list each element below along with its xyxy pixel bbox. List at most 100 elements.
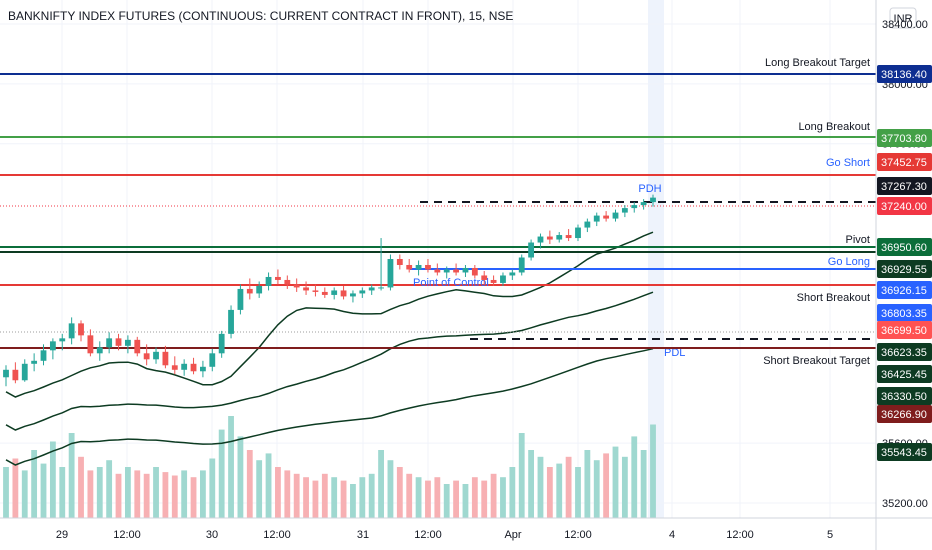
candle-body bbox=[228, 309, 234, 334]
price-tag bbox=[877, 65, 932, 83]
volume-bar bbox=[359, 477, 366, 518]
candle-body bbox=[12, 369, 19, 381]
candles bbox=[3, 194, 656, 387]
x-tick-label: 29 bbox=[56, 529, 68, 541]
price-tag bbox=[877, 405, 932, 423]
volume-bar bbox=[49, 441, 56, 518]
candle-body bbox=[415, 264, 422, 270]
candle-body bbox=[59, 338, 66, 342]
candle-body bbox=[284, 279, 291, 285]
candle-body bbox=[396, 259, 403, 265]
candle-body bbox=[565, 235, 572, 239]
price-tag bbox=[877, 238, 932, 256]
volume-bar bbox=[509, 467, 516, 518]
volume-bar bbox=[462, 484, 469, 518]
chart-title: BANKNIFTY INDEX FUTURES (CONTINUOUS: CUR… bbox=[8, 9, 513, 23]
price-tag bbox=[877, 281, 932, 299]
volume-bar bbox=[284, 470, 291, 518]
candle-body bbox=[153, 351, 159, 360]
volume-bar bbox=[312, 480, 319, 518]
candle-body bbox=[425, 264, 431, 270]
price-tag bbox=[877, 387, 932, 405]
candle-body bbox=[3, 369, 9, 378]
volume-bar bbox=[650, 424, 656, 518]
volume-bar bbox=[640, 450, 647, 518]
candle-body bbox=[650, 197, 656, 203]
price-tag-label: 36699.50 bbox=[881, 325, 927, 337]
volume-bar bbox=[228, 416, 234, 518]
volume-bar bbox=[293, 473, 300, 518]
volume-bar bbox=[106, 460, 113, 518]
volume-bar bbox=[565, 456, 572, 518]
price-tag-label: 37452.75 bbox=[881, 157, 927, 169]
volume-bar bbox=[368, 473, 375, 518]
x-tick-label: 5 bbox=[827, 529, 833, 541]
price-tag-label: 36330.50 bbox=[881, 391, 927, 403]
volume-bar bbox=[237, 436, 244, 518]
price-tag-label: 37240.00 bbox=[881, 201, 927, 213]
level-label: Pivot bbox=[846, 234, 870, 246]
candle-body bbox=[134, 339, 141, 354]
volume-bar bbox=[246, 450, 253, 518]
candle-body bbox=[209, 353, 216, 367]
candle-body bbox=[593, 215, 600, 222]
candle-body bbox=[190, 363, 197, 372]
volume-bar bbox=[425, 480, 431, 518]
price-tag bbox=[877, 443, 932, 461]
candle-body bbox=[406, 264, 413, 270]
candle-body bbox=[87, 335, 94, 354]
x-tick-label: 12:00 bbox=[113, 529, 141, 541]
volume-bar bbox=[143, 473, 150, 518]
volume-bar bbox=[406, 473, 413, 518]
price-tag bbox=[877, 153, 932, 171]
candle-body bbox=[537, 236, 544, 243]
x-tick-label: 12:00 bbox=[564, 529, 592, 541]
volume-bar bbox=[631, 436, 638, 518]
candle-body bbox=[49, 341, 56, 351]
volume-bar bbox=[171, 475, 178, 518]
price-tag bbox=[877, 177, 932, 195]
volume-bar bbox=[546, 467, 553, 518]
candle-body bbox=[78, 323, 84, 336]
candle-body bbox=[443, 269, 450, 273]
candle-body bbox=[481, 275, 488, 280]
candle-body bbox=[546, 236, 553, 240]
volume-bar bbox=[303, 477, 309, 518]
candle-body bbox=[171, 365, 178, 370]
volume-bar bbox=[396, 467, 403, 518]
price-tag bbox=[877, 304, 932, 322]
level-label: Long Breakout Target bbox=[765, 57, 870, 69]
volume-bar bbox=[162, 472, 169, 518]
price-tag bbox=[877, 343, 932, 361]
price-tag-label: 36950.60 bbox=[881, 242, 927, 254]
candle-body bbox=[378, 287, 384, 289]
volume-bar bbox=[181, 470, 188, 518]
price-tag-label: 36929.55 bbox=[881, 264, 927, 276]
x-axis-ticks: 29 12:00 30 12:00 31 12:00 Apr 12:00 4 12:00 5 bbox=[56, 529, 833, 541]
candle-body bbox=[31, 360, 38, 364]
volume-bar bbox=[218, 429, 225, 518]
price-tag bbox=[877, 321, 932, 339]
price-tag bbox=[877, 197, 932, 215]
candle-body bbox=[162, 351, 169, 366]
volume-bar bbox=[68, 433, 75, 518]
volume-bar bbox=[265, 453, 272, 518]
volume-bar bbox=[12, 458, 19, 518]
volume-bar bbox=[603, 453, 610, 518]
candle-body bbox=[40, 350, 47, 361]
candle-body bbox=[500, 275, 506, 283]
candle-body bbox=[528, 242, 535, 258]
level-label: PDH bbox=[638, 183, 661, 195]
volume-bar bbox=[621, 456, 628, 518]
x-tick-label: 31 bbox=[357, 529, 369, 541]
candle-body bbox=[453, 269, 459, 273]
x-tick-label: 30 bbox=[206, 529, 218, 541]
price-tag-label: 37703.80 bbox=[881, 133, 927, 145]
price-tag bbox=[877, 260, 932, 278]
candle-body bbox=[462, 267, 469, 273]
candle-body bbox=[368, 287, 375, 291]
x-tick-label: 12:00 bbox=[726, 529, 754, 541]
volume-bar bbox=[153, 467, 159, 518]
candle-body bbox=[181, 363, 188, 370]
